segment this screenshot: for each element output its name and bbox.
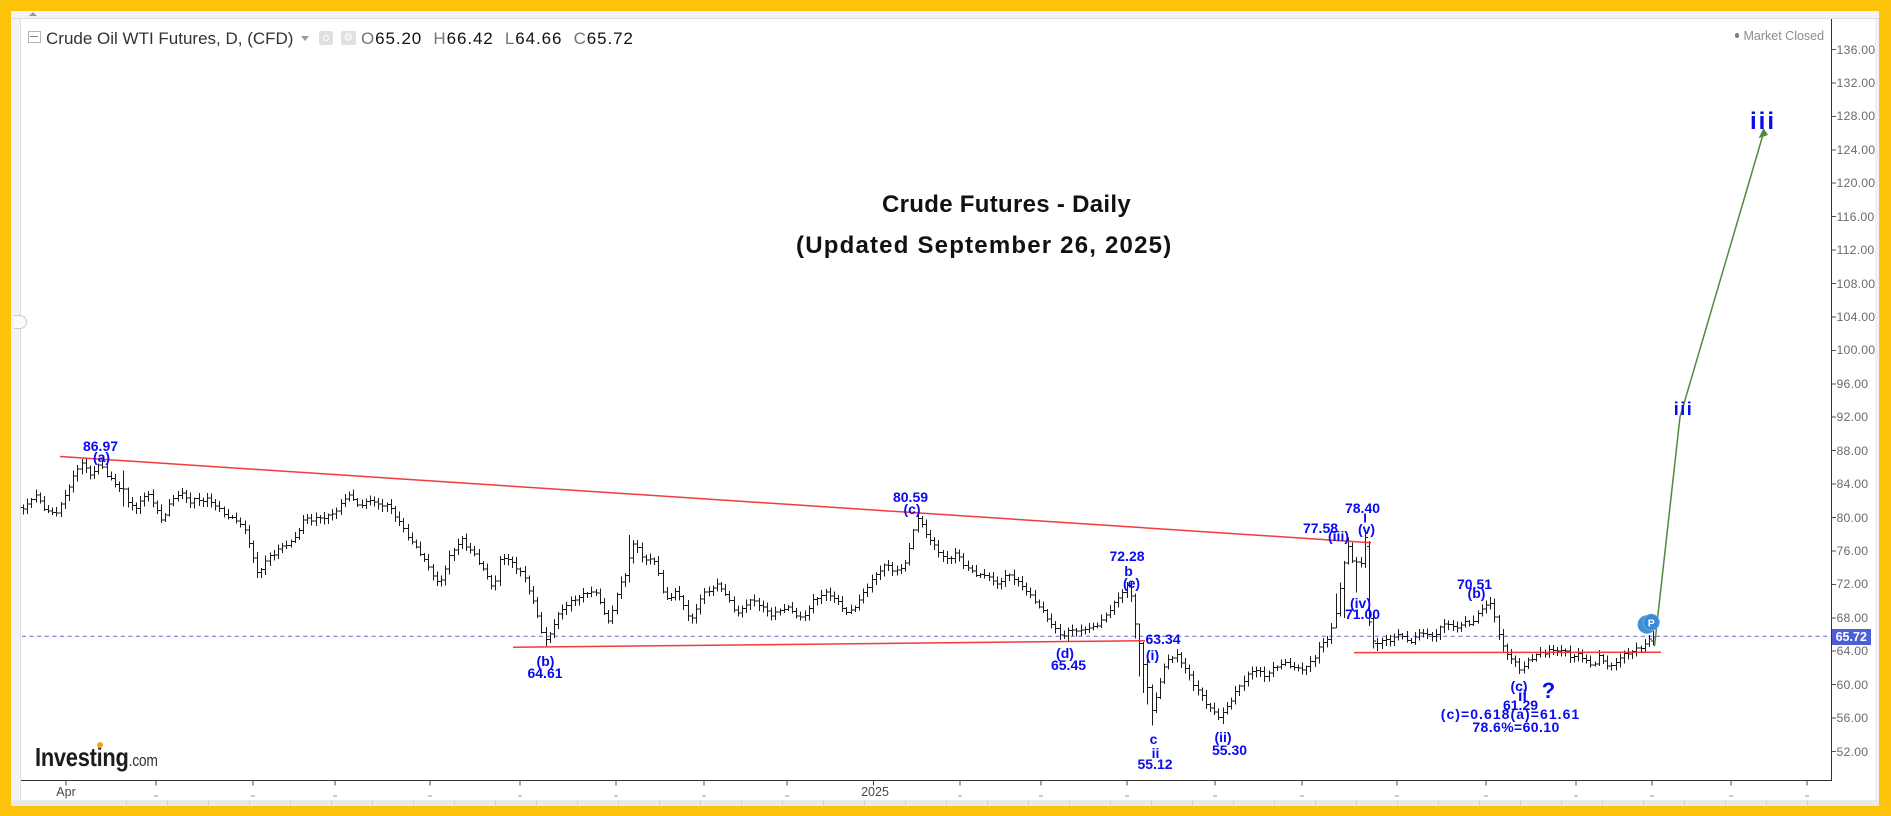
svg-text:P: P [1648,617,1655,629]
